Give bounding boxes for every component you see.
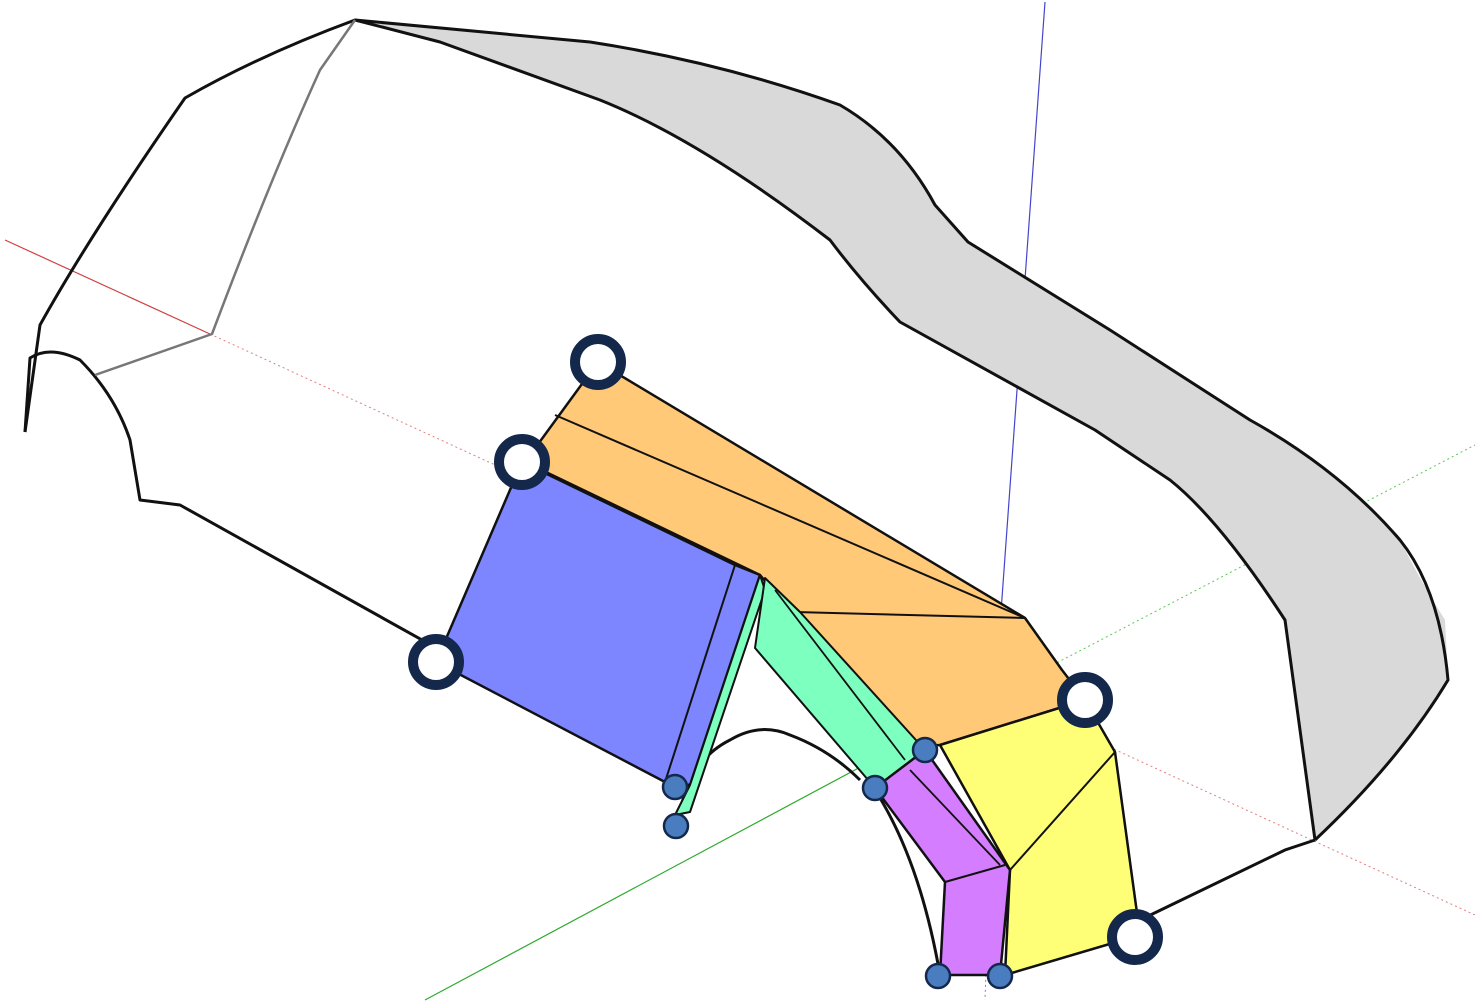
filled-circle-vertex-icon[interactable]: [661, 773, 689, 801]
purple-panel-edge: [909, 769, 1001, 866]
green-axis-dotted-back: [994, 444, 1476, 696]
filled-circle-vertex-icon[interactable]: [911, 736, 939, 764]
green-panel[interactable]: [674, 574, 926, 816]
filled-circle-vertex-icon[interactable]: [986, 962, 1014, 990]
open-circle-handle-icon[interactable]: [494, 434, 550, 490]
car-outline-top: [23, 18, 1450, 842]
pillar-line: [94, 19, 357, 377]
car-outline: [23, 350, 441, 652]
red-axis: [4, 239, 211, 335]
orange-panel-diagonal: [794, 611, 1026, 619]
open-circle-handle-icon[interactable]: [570, 334, 626, 390]
blue-panel-edge: [664, 564, 736, 783]
roof-inner-edge: [354, 18, 1317, 841]
open-circle-handle-icon[interactable]: [408, 634, 464, 690]
orange-panel-diagonal-2: [1024, 617, 1063, 671]
open-circle-handle-icon[interactable]: [1107, 909, 1163, 965]
lower-sill-line: [1139, 838, 1316, 922]
yellow-panel-crease: [1009, 751, 1116, 871]
wheel-arch-front: [873, 789, 942, 976]
purple-panel-crease: [944, 864, 1006, 883]
open-circle-handle-icon[interactable]: [1057, 672, 1113, 728]
roof-panel: [355, 20, 1448, 840]
green-strip-crease: [774, 589, 906, 761]
yellow-panel-edge: [1114, 751, 1141, 936]
filled-circle-vertex-icon[interactable]: [861, 774, 889, 802]
large-handles[interactable]: [408, 334, 1163, 965]
orange-panel-crease: [554, 414, 1026, 619]
filled-circle-vertex-icon[interactable]: [924, 962, 952, 990]
filled-circle-vertex-icon[interactable]: [662, 812, 690, 840]
small-handles[interactable]: [661, 736, 1014, 990]
